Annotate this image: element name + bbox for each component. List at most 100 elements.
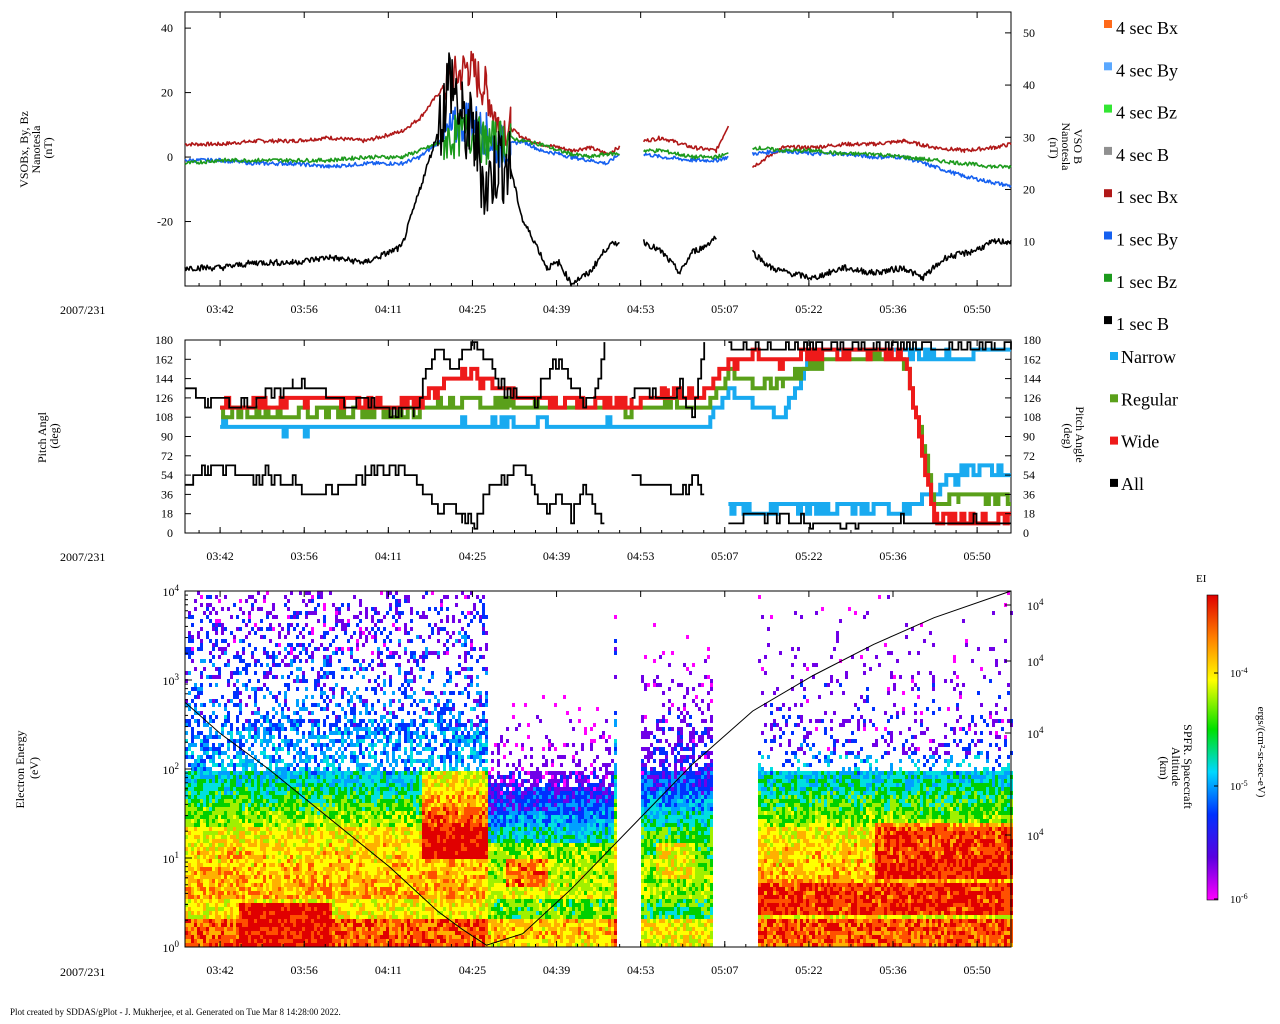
spectrogram-cell: [287, 607, 290, 611]
spectrogram-cell: [299, 879, 302, 883]
spectrogram-cell: [197, 635, 200, 639]
spectrogram-cell: [386, 903, 389, 907]
spectrogram-cell: [248, 719, 251, 723]
spectrogram-cell: [344, 727, 347, 731]
spectrogram-cell: [299, 939, 302, 943]
spectrogram-cell: [344, 851, 347, 855]
spectrogram-cell: [203, 715, 206, 719]
spectrogram-cell: [191, 635, 194, 639]
spectrogram-cell: [290, 783, 293, 787]
spectrogram-cell: [335, 887, 338, 891]
spectrogram-cell: [410, 639, 413, 643]
spectrogram-cell: [197, 875, 200, 879]
spectrogram-cell: [284, 767, 287, 771]
spectrogram-cell: [416, 731, 419, 735]
spectrogram-cell: [275, 655, 278, 659]
spectrogram-cell: [383, 843, 386, 847]
spectrogram-cell: [344, 843, 347, 847]
spectrogram-cell: [359, 891, 362, 895]
spectrogram-cell: [317, 739, 320, 743]
spectrogram-cell: [374, 687, 377, 691]
spectrogram-cell: [347, 943, 350, 947]
spectrogram-cell: [227, 779, 230, 783]
spectrogram-cell: [383, 899, 386, 903]
spectrogram-cell: [350, 655, 353, 659]
spectrogram-cell: [254, 843, 257, 847]
spectrogram-cell: [206, 595, 209, 599]
spectrogram-cell: [251, 763, 254, 767]
spectrogram-cell: [242, 879, 245, 883]
spectrogram-cell: [347, 811, 350, 815]
spectrogram-cell: [311, 599, 314, 603]
spectrogram-cell: [374, 719, 377, 723]
spectrogram-cell: [377, 787, 380, 791]
spectrogram-cell: [200, 647, 203, 651]
spectrogram-cell: [263, 671, 266, 675]
spectrogram-cell: [419, 759, 422, 763]
spectrogram-cell: [359, 727, 362, 731]
spectrogram-cell: [410, 795, 413, 799]
spectrogram-cell: [323, 659, 326, 663]
spectrogram-cell: [359, 895, 362, 899]
spectrogram-cell: [194, 907, 197, 911]
spectrogram-cell: [407, 915, 410, 919]
spectrogram-cell: [185, 867, 188, 871]
spectrogram-cell: [236, 695, 239, 699]
spectrogram-cell: [260, 779, 263, 783]
spectrogram-cell: [335, 871, 338, 875]
spectrogram-cell: [209, 811, 212, 815]
spectrogram-cell: [221, 915, 224, 919]
spectrogram-cell: [308, 867, 311, 871]
spectrogram-cell: [314, 891, 317, 895]
spectrogram-cell: [401, 775, 404, 779]
mag-y2tick-label: 30: [1023, 130, 1035, 144]
spectrogram-cell: [416, 859, 419, 863]
spectrogram-cell: [281, 711, 284, 715]
spectrogram-cell: [398, 723, 401, 727]
spectrogram-cell: [224, 943, 227, 947]
spectrogram-cell: [377, 791, 380, 795]
spectrogram-cell: [383, 747, 386, 751]
spectrogram-cell: [395, 771, 398, 775]
spectrogram-cell: [191, 819, 194, 823]
mag-series-1-sec-by: [184, 102, 1012, 188]
spectrogram-cell: [362, 767, 365, 771]
spectrogram-cell: [299, 851, 302, 855]
spectrogram-cell: [302, 719, 305, 723]
spectrogram-cell: [254, 931, 257, 935]
spectrogram-cell: [188, 747, 191, 751]
spectrogram-cell: [341, 819, 344, 823]
spectrogram-cell: [221, 879, 224, 883]
spectrogram-cell: [254, 739, 257, 743]
spectrogram-cell: [218, 843, 221, 847]
spectrogram-cell: [230, 931, 233, 935]
spectrogram-cell: [200, 891, 203, 895]
spectrogram-cell: [329, 899, 332, 903]
spectrogram-cell: [395, 855, 398, 859]
spectrogram-cell: [392, 807, 395, 811]
spectrogram-cell: [203, 911, 206, 915]
spectrogram-cell: [194, 823, 197, 827]
spectrogram-cell: [254, 795, 257, 799]
spectrogram-cell: [203, 791, 206, 795]
spectrogram-cell: [254, 779, 257, 783]
spectrogram-cell: [320, 787, 323, 791]
spectrogram-cell: [236, 819, 239, 823]
spectrogram-cell: [290, 743, 293, 747]
spectrogram-cell: [257, 939, 260, 943]
spectrogram-cell: [254, 883, 257, 887]
spectrogram-cell: [395, 651, 398, 655]
spectrogram-cell: [200, 939, 203, 943]
spectrogram-cell: [254, 727, 257, 731]
spectrogram-cell: [260, 875, 263, 879]
spectrogram-cell: [335, 939, 338, 943]
pitch-y2tick-label: 162: [1023, 352, 1041, 366]
spectrogram-cell: [365, 903, 368, 907]
spectrogram-cell: [356, 687, 359, 691]
spectrogram-cell: [392, 939, 395, 943]
spectrogram-cell: [299, 791, 302, 795]
spectrogram-cell: [338, 823, 341, 827]
spectrogram-cell: [302, 883, 305, 887]
spectrogram-cell: [419, 667, 422, 671]
spectrogram-cell: [224, 771, 227, 775]
